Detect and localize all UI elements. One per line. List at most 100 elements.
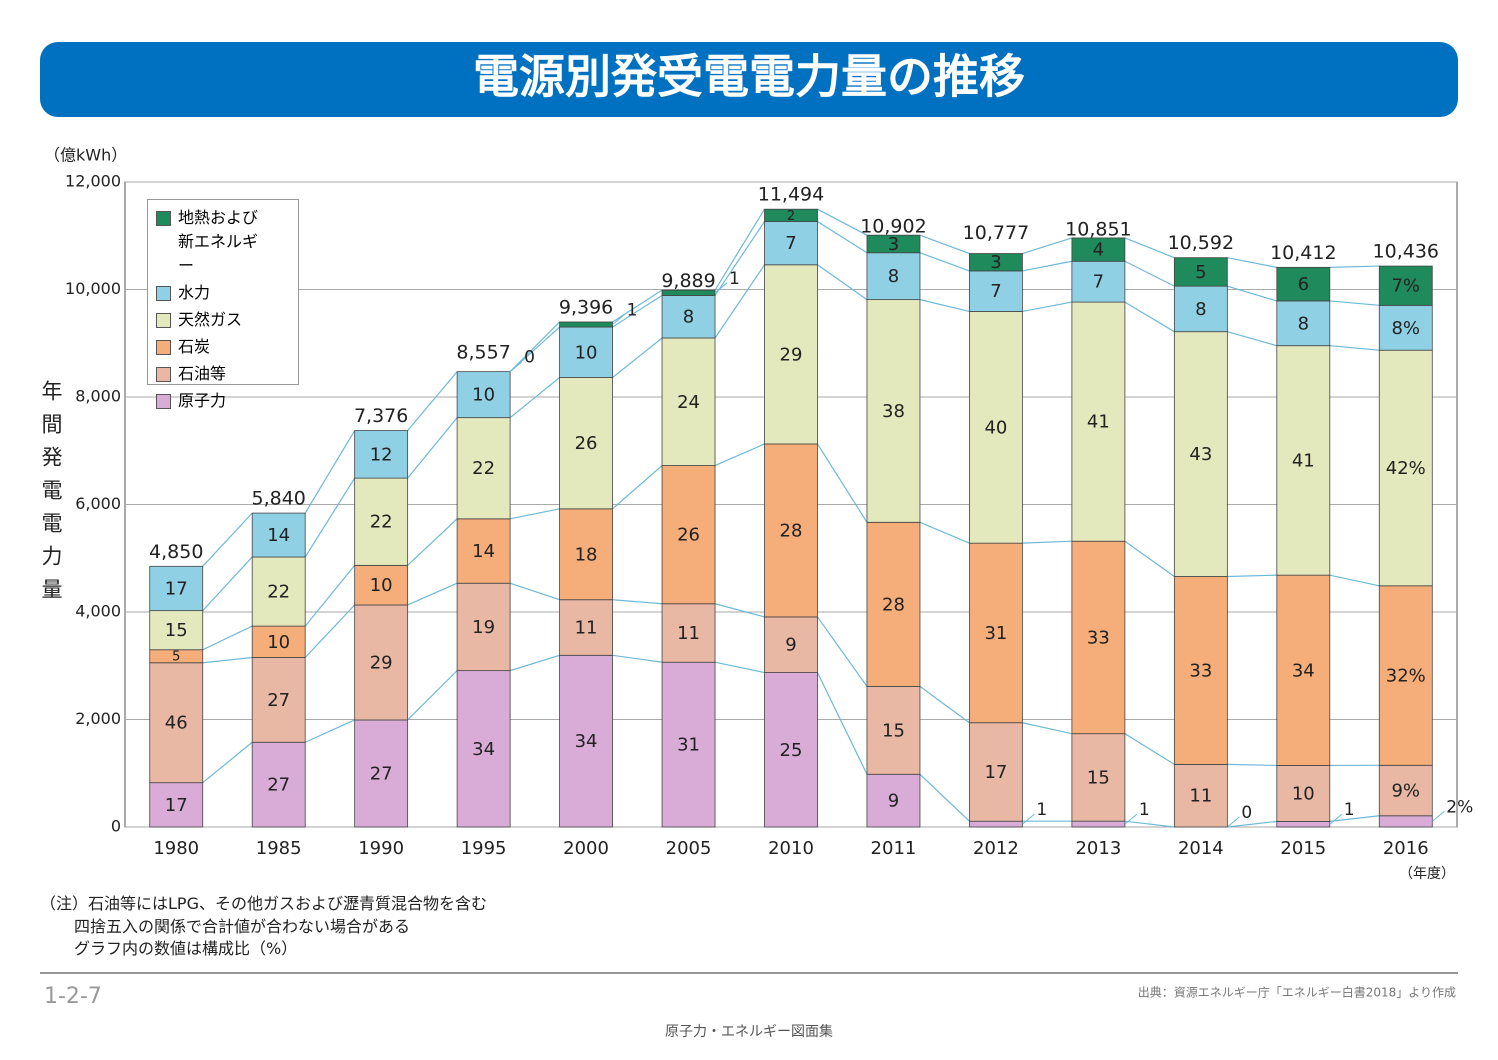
bar-segment [354,604,409,721]
data-label: 22 [472,458,495,479]
data-label: 17 [165,578,188,599]
legend-item: 原子力 [156,389,290,413]
data-label: 28 [882,594,905,615]
connector [407,417,458,479]
connector [509,654,560,672]
connector [1227,285,1277,302]
bar-segment [251,625,306,658]
bar-segment [969,253,1023,272]
data-label: 7 [990,281,1001,302]
connector [509,377,560,419]
total-label: 10,851 [1065,218,1131,240]
legend-swatch [156,394,171,409]
bar-segment [1276,266,1331,302]
bar-segment [559,377,613,510]
bar-segment [1173,285,1228,333]
data-label: 5 [172,650,180,665]
data-label: 11 [1189,786,1212,807]
bar-segment [149,782,204,828]
bar-segment [1173,257,1228,287]
connector [714,221,765,296]
connector [817,616,868,687]
connector [304,564,356,627]
leader-line [509,361,523,373]
leader-line [1329,813,1343,825]
bar-segment [149,610,204,651]
data-label: 22 [370,512,393,533]
data-label: 42% [1386,458,1426,479]
source: 出典：資源エネルギー庁「エネルギー白書2018」より作成 [1138,985,1456,1000]
data-label: 31 [677,735,700,756]
bar-segment [1276,345,1331,576]
x-tick-label: 1995 [461,838,507,859]
connector [1124,820,1175,828]
connector [1329,265,1380,268]
connector [919,234,970,255]
connector [714,603,765,618]
data-label: 7 [1093,272,1104,293]
data-label: 1 [1344,800,1355,820]
bar-segment [456,518,511,584]
connector [304,604,356,658]
connector [509,321,561,373]
bar-segment [251,657,306,743]
total-label: 9,396 [559,296,613,318]
title-banner [40,42,1458,117]
data-label: 10 [1292,783,1315,804]
leader-line [1227,816,1240,828]
bar-segment [1071,820,1126,828]
bar-segment [764,672,818,828]
legend-swatch [156,313,171,328]
data-label: 27 [370,763,393,784]
connector [1329,574,1380,587]
connector [612,465,663,510]
total-label: 8,557 [456,342,510,364]
bar-segment [456,670,511,828]
data-label: 2 [787,209,795,224]
bar-segment [559,654,613,828]
data-label: 10 [267,632,290,653]
connector [612,599,663,605]
leader-line [714,282,728,294]
bar-segment [661,465,716,605]
connector [1227,257,1277,268]
x-unit: （年度） [1399,866,1455,882]
bar-segment [1071,301,1126,542]
connector [202,741,253,784]
connector [1124,237,1175,259]
connector [1329,815,1380,822]
data-label: 24 [677,392,700,413]
bar-segment [1276,300,1331,347]
data-label: 5 [1195,262,1206,283]
leader-line [1022,813,1035,825]
data-label: 34 [575,731,598,752]
x-tick-label: 1980 [153,838,199,859]
bar-segment [866,252,921,301]
data-label: 32% [1386,666,1426,687]
bar-segment [969,722,1023,822]
total-label: 4,850 [149,541,203,563]
bar-segment [1173,763,1228,828]
connector [919,252,970,272]
connector [1022,301,1072,313]
x-tick-label: 2015 [1280,838,1326,859]
data-label: 27 [267,690,290,711]
legend-item: 地熱および新エネルギー [156,206,290,278]
connector [714,208,766,291]
connector [612,294,663,328]
bar-segment [559,321,613,328]
bar-segment [559,508,613,601]
bar-segment [456,417,511,520]
data-label: 10 [370,575,393,596]
data-label: 9 [888,791,899,812]
y-tick-label: 6,000 [75,494,121,513]
data-label: 1 [1036,800,1047,820]
data-label: 11 [575,618,598,639]
data-label: 7 [785,233,796,254]
legend-item: 石油等 [156,362,290,386]
bar-segment [1378,764,1433,817]
data-label: 33 [1189,660,1212,681]
footer: 原子力・エネルギー図面集 [665,1023,833,1040]
data-label: 12 [370,444,393,465]
